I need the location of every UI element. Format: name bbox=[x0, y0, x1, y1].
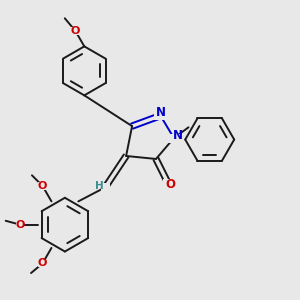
Text: O: O bbox=[165, 178, 175, 191]
Text: O: O bbox=[38, 181, 47, 191]
Text: O: O bbox=[15, 220, 25, 230]
FancyBboxPatch shape bbox=[16, 221, 24, 228]
Text: O: O bbox=[71, 26, 80, 36]
FancyBboxPatch shape bbox=[154, 111, 166, 120]
FancyBboxPatch shape bbox=[38, 182, 47, 190]
Text: H: H bbox=[95, 181, 104, 190]
FancyBboxPatch shape bbox=[38, 260, 47, 267]
Text: N: N bbox=[156, 106, 166, 118]
FancyBboxPatch shape bbox=[71, 27, 80, 34]
FancyBboxPatch shape bbox=[163, 179, 173, 187]
FancyBboxPatch shape bbox=[168, 134, 180, 142]
FancyBboxPatch shape bbox=[101, 183, 110, 191]
Text: O: O bbox=[38, 258, 47, 268]
Text: N: N bbox=[173, 130, 183, 142]
